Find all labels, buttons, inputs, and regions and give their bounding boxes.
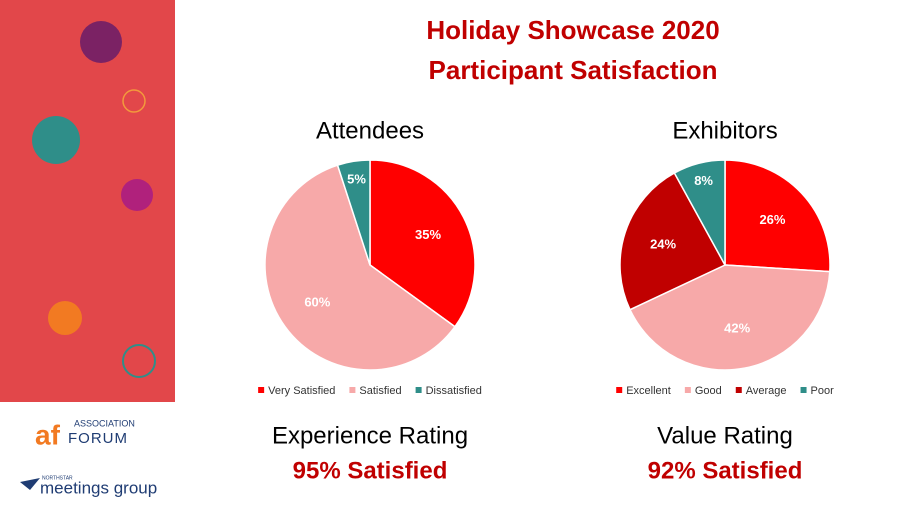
- meetings-group-logo: NORTHSTAR meetings group: [20, 475, 157, 497]
- legend-swatch: [415, 387, 422, 393]
- legend-label: Good: [695, 385, 722, 397]
- data-label: 24%: [650, 236, 676, 251]
- decor-circle: [80, 21, 122, 63]
- data-label: 26%: [759, 212, 785, 227]
- legend-swatch: [349, 387, 356, 393]
- legend-label: Poor: [811, 385, 835, 397]
- legend-swatch: [735, 387, 742, 393]
- rating-value: 95% Satisfied: [293, 457, 448, 484]
- pie-slice: [619, 171, 727, 311]
- decor-circle: [122, 89, 146, 113]
- logo-text: ASSOCIATION: [74, 418, 135, 428]
- legend-swatch: [800, 387, 807, 393]
- legend: Very Satisfied Satisfied Dissatisfied: [258, 385, 482, 397]
- logo-text: FORUM: [68, 430, 128, 447]
- rating-value: 92% Satisfied: [648, 457, 803, 484]
- decor-circle: [122, 344, 156, 378]
- slide-title: Holiday Showcase 2020: [426, 15, 719, 45]
- legend-label: Dissatisfied: [426, 385, 482, 397]
- legend: Excellent Good Average Poor: [616, 385, 834, 397]
- decor-circle: [48, 301, 82, 335]
- chart-title: Exhibitors: [672, 117, 777, 144]
- legend-label: Very Satisfied: [268, 385, 335, 397]
- data-label: 8%: [694, 173, 713, 188]
- rating-label: Experience Rating: [272, 422, 468, 449]
- rating-label: Value Rating: [657, 422, 793, 449]
- pie-slice: [336, 159, 371, 266]
- pie-slice: [264, 164, 456, 371]
- decor-circle: [32, 116, 80, 164]
- logo-icon: [20, 478, 40, 490]
- data-label: 42%: [724, 320, 750, 335]
- legend-label: Excellent: [626, 385, 671, 397]
- decor-circle: [121, 179, 153, 211]
- legend-swatch: [258, 387, 265, 393]
- legend-label: Satisfied: [359, 385, 401, 397]
- legend-swatch: [684, 387, 691, 393]
- slide-subtitle: Participant Satisfaction: [429, 55, 718, 85]
- logo-text: meetings group: [40, 478, 157, 497]
- association-forum-logo: af ASSOCIATION FORUM: [35, 418, 135, 450]
- data-label: 60%: [304, 295, 330, 310]
- chart-title: Attendees: [316, 117, 424, 144]
- pie-slice: [673, 159, 726, 266]
- legend-swatch: [616, 387, 623, 393]
- pie-slice: [369, 159, 476, 328]
- logo-mark: af: [35, 419, 61, 450]
- data-label: 5%: [347, 171, 366, 186]
- logo-text: NORTHSTAR: [42, 475, 73, 481]
- pie-slice: [628, 264, 831, 371]
- pie-slice: [724, 159, 831, 273]
- data-label: 35%: [415, 227, 441, 242]
- legend-label: Average: [746, 385, 787, 397]
